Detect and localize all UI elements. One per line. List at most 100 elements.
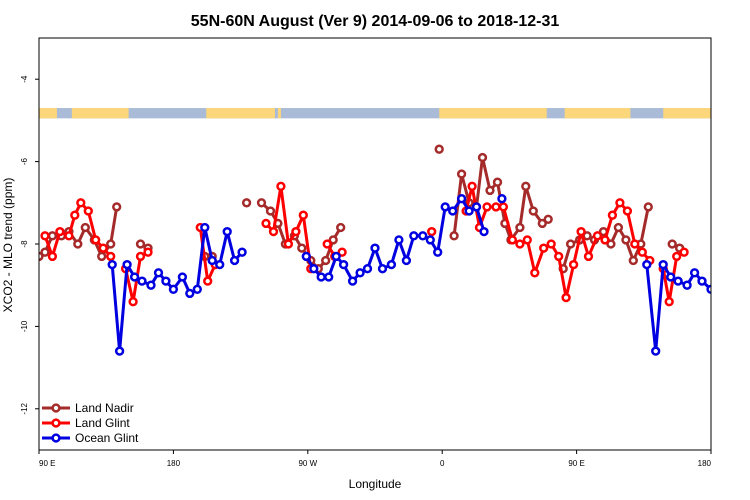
data-point-2-0-16 xyxy=(229,255,240,266)
data-point-2-2-0 xyxy=(497,194,507,204)
data-point-1-6-22 xyxy=(630,239,640,249)
x-tick-label-0: 90 E xyxy=(39,459,55,468)
data-point-2-0-5 xyxy=(146,280,156,290)
data-point-1-6-1 xyxy=(467,181,477,191)
data-point-1-0-9 xyxy=(106,251,116,262)
data-point-2-0-0 xyxy=(107,259,117,270)
data-point-0-6-13 xyxy=(543,214,553,224)
data-point-1-6-4 xyxy=(491,202,501,212)
data-point-1-6-8 xyxy=(522,235,532,245)
data-point-1-6-10 xyxy=(539,243,549,253)
data-point-1-6-12 xyxy=(554,251,564,262)
legend-label-1: Land Glint xyxy=(75,416,130,430)
data-point-1-6-7 xyxy=(515,239,525,249)
data-point-2-1-17 xyxy=(433,247,443,257)
data-point-1-0-6 xyxy=(83,206,93,216)
data-point-1-0-3 xyxy=(64,231,74,241)
data-point-1-0-5 xyxy=(76,198,86,208)
landmask-land-1 xyxy=(71,108,129,119)
data-point-1-4-2 xyxy=(337,247,347,257)
data-point-1-1-3 xyxy=(143,247,153,257)
data-point-2-0-1 xyxy=(114,346,125,356)
data-point-0-0-6 xyxy=(80,222,90,233)
data-point-2-1-10 xyxy=(377,264,388,274)
data-point-2-0-11 xyxy=(192,284,202,294)
data-point-2-1-21 xyxy=(464,206,474,216)
data-point-1-6-15 xyxy=(576,226,586,237)
data-point-1-6-9 xyxy=(530,268,540,278)
y-tick-label-4: -12 xyxy=(20,402,29,414)
data-point-2-1-9 xyxy=(370,243,380,253)
y-tick-label-2: -8 xyxy=(20,240,29,248)
data-point-0-6-11 xyxy=(528,206,538,216)
data-point-0-0-8 xyxy=(97,251,107,262)
data-point-2-1-12 xyxy=(394,235,404,245)
data-point-1-7-3 xyxy=(679,247,689,257)
data-point-2-3-0 xyxy=(642,259,652,270)
data-point-0-6-10 xyxy=(521,181,531,191)
data-point-0-7-9 xyxy=(628,255,638,266)
data-point-2-3-6 xyxy=(689,268,700,278)
x-axis-label: Longitude xyxy=(349,477,402,491)
data-point-2-1-11 xyxy=(386,259,397,270)
data-point-2-3-7 xyxy=(697,276,707,286)
x-tick-label-5: 180 xyxy=(698,459,712,468)
series-ocean-glint xyxy=(107,194,711,356)
data-point-1-6-13 xyxy=(561,292,571,303)
data-point-2-3-3 xyxy=(666,272,676,282)
data-point-2-1-23 xyxy=(479,226,489,237)
data-point-2-1-16 xyxy=(425,235,435,245)
data-point-2-1-8 xyxy=(362,264,373,274)
data-point-1-7-2 xyxy=(672,251,682,262)
data-point-2-1-3 xyxy=(324,272,334,282)
data-point-0-0-2 xyxy=(47,231,58,241)
data-point-0-6-9 xyxy=(515,222,525,233)
landmask-land-2 xyxy=(206,108,275,119)
y-axis-label: XCO2 - MLO trend (ppm) xyxy=(1,178,15,313)
data-point-0-7-6 xyxy=(606,239,616,249)
data-point-0-1-0 xyxy=(135,239,146,249)
data-point-2-3-5 xyxy=(682,280,692,290)
data-point-0-3-0 xyxy=(241,198,252,208)
data-point-2-1-5 xyxy=(338,259,349,270)
data-point-1-6-6 xyxy=(507,235,518,245)
data-point-1-6-19 xyxy=(607,210,618,220)
data-point-0-7-11 xyxy=(643,202,653,212)
data-point-1-0-2 xyxy=(55,226,65,237)
data-point-0-6-4 xyxy=(477,152,488,163)
data-point-0-4-1 xyxy=(265,206,276,216)
data-point-1-5-0 xyxy=(427,226,437,237)
data-point-2-3-1 xyxy=(651,346,661,356)
data-point-1-6-11 xyxy=(546,239,556,249)
landmask-land-0 xyxy=(39,108,57,119)
data-point-0-4-8 xyxy=(321,255,331,266)
data-point-2-1-14 xyxy=(409,231,419,241)
data-point-0-5-0 xyxy=(434,144,444,154)
data-point-1-6-20 xyxy=(615,198,625,208)
data-point-2-0-14 xyxy=(215,259,225,270)
data-point-1-7-1 xyxy=(664,297,674,307)
data-point-0-4-5 xyxy=(297,243,307,253)
data-point-2-1-2 xyxy=(316,272,326,282)
data-point-2-1-20 xyxy=(456,194,467,204)
data-point-2-0-10 xyxy=(185,288,195,299)
data-point-0-8-0 xyxy=(667,239,677,249)
data-point-0-7-8 xyxy=(621,235,631,245)
data-point-2-0-4 xyxy=(137,276,147,286)
data-point-1-6-3 xyxy=(482,202,492,212)
data-point-2-0-9 xyxy=(177,272,188,282)
data-point-0-0-10 xyxy=(112,202,122,212)
landmask-land-6 xyxy=(663,108,711,119)
data-point-1-3-2 xyxy=(276,181,286,191)
landmask-band xyxy=(39,108,711,119)
data-point-2-1-19 xyxy=(448,206,458,216)
data-point-2-1-7 xyxy=(355,268,365,278)
data-point-1-4-0 xyxy=(322,239,332,249)
legend-label-2: Ocean Glint xyxy=(75,431,139,445)
data-point-2-1-6 xyxy=(347,276,358,286)
data-point-1-3-1 xyxy=(268,226,279,237)
data-point-2-1-4 xyxy=(331,251,341,262)
data-point-2-0-7 xyxy=(161,276,171,286)
data-point-1-3-3 xyxy=(283,239,294,249)
